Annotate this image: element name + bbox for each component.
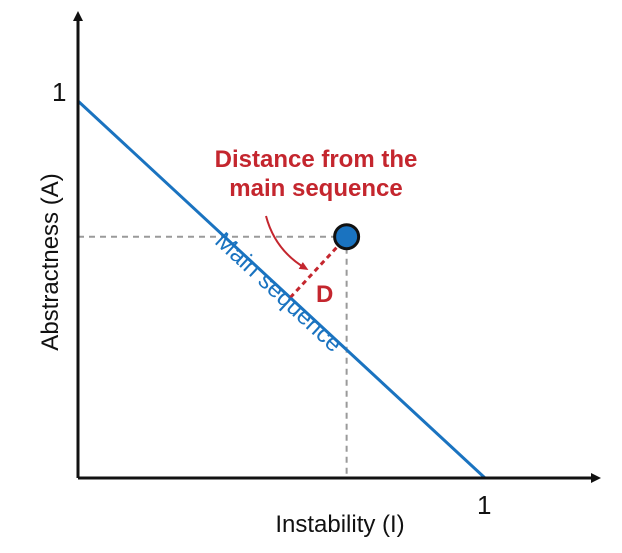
component-point (333, 223, 361, 251)
distance-label: D (316, 281, 333, 308)
y-axis-tick-label: 1 (52, 77, 66, 107)
callout-line-1: Distance from the (215, 146, 418, 173)
main-sequence-line (76, 99, 487, 480)
x-axis-tick-label: 1 (477, 490, 491, 520)
distance-line (289, 235, 348, 299)
x-axis-label: Instability (I) (275, 511, 404, 538)
y-axis-label: Abstractness (A) (37, 173, 64, 350)
callout-line-2: main sequence (229, 175, 402, 202)
callout-arrow (265, 215, 309, 271)
